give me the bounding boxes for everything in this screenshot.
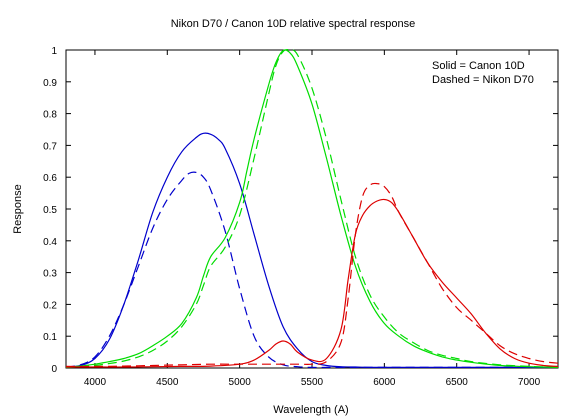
y-axis-ticks: 0 0.1 0.2 0.3 0.4 0.5 0.6 0.7 0.8 0.9 1 — [43, 46, 558, 375]
series-layer — [65, 48, 559, 369]
x-tick-label: 6000 — [373, 377, 396, 388]
chart-title: Nikon D70 / Canon 10D relative spectral … — [171, 18, 416, 30]
x-tick-label: 4500 — [156, 377, 179, 388]
y-axis-label: Response — [12, 184, 24, 234]
canon-10d-green-line — [65, 49, 559, 368]
y-tick-label: 0.2 — [43, 300, 57, 311]
legend-line-1: Solid = Canon 10D — [432, 60, 525, 72]
x-axis-label: Wavelength (A) — [273, 404, 348, 416]
y-tick-label: 0.7 — [43, 141, 57, 152]
legend-line-2: Dashed = Nikon D70 — [432, 74, 534, 86]
x-tick-label: 7000 — [518, 377, 541, 388]
y-tick-label: 0.8 — [43, 110, 57, 121]
y-tick-label: 0.6 — [43, 173, 57, 184]
nikon-d70-red-line — [65, 182, 559, 368]
y-tick-label: 0.3 — [43, 269, 57, 280]
y-tick-label: 0.5 — [43, 205, 57, 216]
y-tick-label: 0 — [51, 364, 57, 375]
y-tick-label: 0.1 — [43, 332, 57, 343]
x-tick-label: 6500 — [446, 377, 469, 388]
x-tick-label: 5000 — [229, 377, 252, 388]
nikon-d70-blue-line — [65, 171, 558, 369]
y-tick-label: 1 — [51, 46, 57, 57]
x-tick-label: 4000 — [84, 377, 107, 388]
y-tick-label: 0.9 — [43, 78, 57, 89]
nikon-d70-green-line — [65, 48, 559, 368]
x-tick-label: 5500 — [301, 377, 324, 388]
y-tick-label: 0.4 — [43, 237, 57, 248]
